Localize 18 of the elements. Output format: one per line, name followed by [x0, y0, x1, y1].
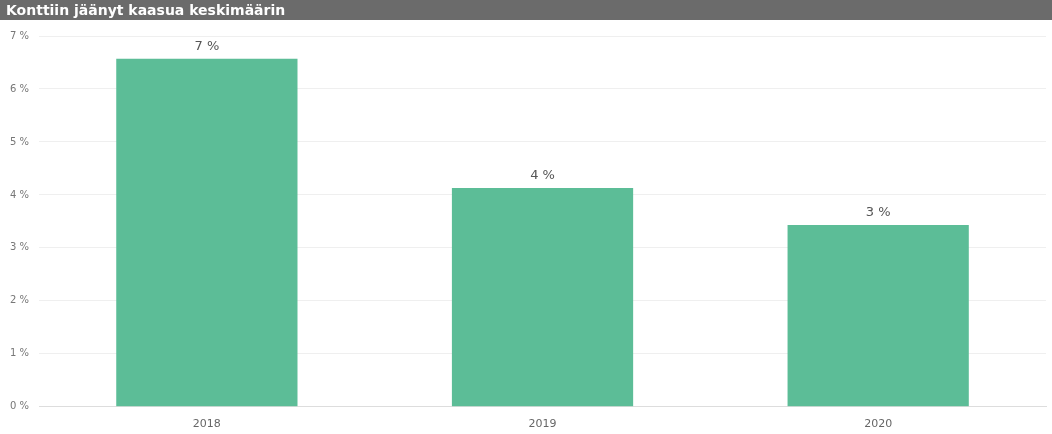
bar — [451, 188, 634, 407]
y-tick-label: 3 % — [10, 241, 30, 253]
y-tick-label: 1 % — [10, 347, 30, 359]
y-tick-label: 4 % — [10, 188, 30, 200]
y-tick-label: 2 % — [10, 294, 30, 306]
y-tick-label: 5 % — [10, 135, 30, 147]
y-tick-label: 7 % — [10, 29, 30, 41]
x-tick-label: 2018 — [192, 417, 221, 431]
y-tick-label: 0 % — [10, 400, 30, 412]
bar — [787, 225, 969, 407]
data-label: 3 % — [865, 203, 891, 219]
data-label: 4 % — [530, 166, 555, 182]
chart-title: Konttiin jäänyt kaasua keskimäärin — [0, 0, 1052, 20]
y-tick-label: 6 % — [10, 82, 30, 94]
x-tick-label: 2019 — [528, 417, 557, 431]
data-label: 7 % — [194, 37, 220, 53]
x-tick-label: 2020 — [864, 417, 893, 431]
bar — [116, 58, 298, 407]
